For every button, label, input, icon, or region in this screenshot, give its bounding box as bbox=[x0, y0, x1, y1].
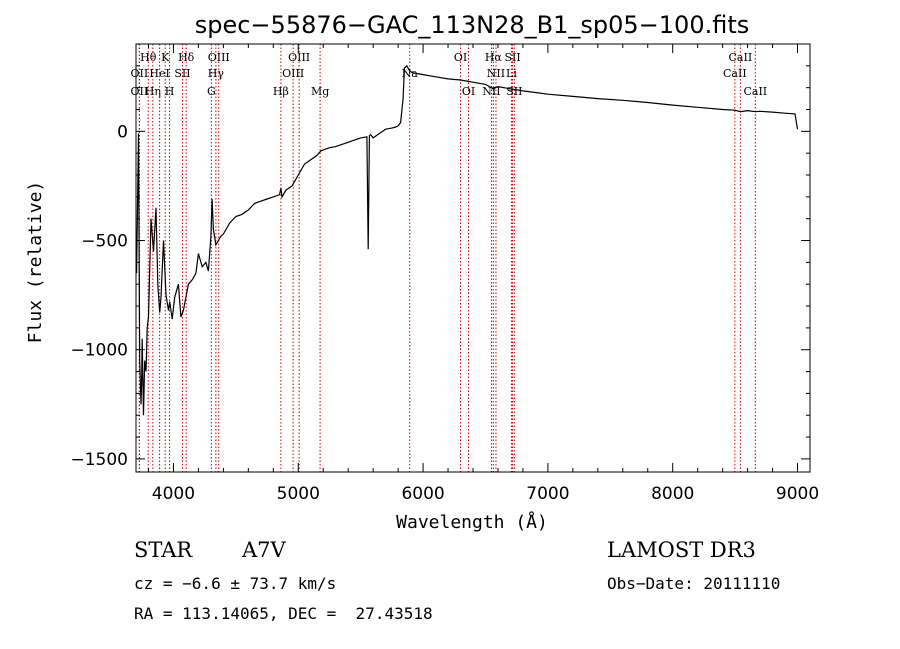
spectral-line-label: SII bbox=[506, 85, 522, 98]
y-tick-label: −500 bbox=[81, 232, 128, 252]
spectral-line-label: Hη bbox=[145, 85, 161, 98]
object-class: STAR bbox=[134, 538, 193, 562]
spectral-line-label: NII bbox=[487, 67, 505, 80]
spectral-line-label: H bbox=[165, 85, 175, 98]
spectral-line-label: Hβ bbox=[273, 85, 289, 98]
x-axis-label: Wavelength (Å) bbox=[396, 511, 548, 533]
observation-date: Obs−Date: 20111110 bbox=[607, 574, 781, 593]
spectral-line-label: OI bbox=[454, 51, 467, 64]
x-tick-label: 7000 bbox=[526, 484, 569, 504]
spectral-line-label: NII bbox=[482, 85, 500, 98]
object-subclass: A7V bbox=[242, 538, 286, 562]
y-axis-label: Flux (relative) bbox=[25, 181, 46, 344]
spectral-line-label: HeI bbox=[149, 67, 169, 80]
x-tick-label: 6000 bbox=[401, 484, 444, 504]
spectral-line-label: Mg bbox=[311, 85, 329, 98]
redshift-velocity: cz = −6.6 ± 73.7 km/s bbox=[134, 574, 337, 593]
spectral-line-label: CaII bbox=[729, 51, 753, 64]
spectral-line-label: Hγ bbox=[208, 67, 225, 80]
y-axis: 0 −500 −1000 −1500 bbox=[70, 65, 810, 470]
spectral-line-label: OI bbox=[462, 85, 475, 98]
chart-title: spec−55876−GAC_113N28_B1_sp05−100.fits bbox=[195, 11, 750, 39]
x-tick-label: 8000 bbox=[651, 484, 694, 504]
spectral-line-label: OII bbox=[131, 67, 149, 80]
spectral-line-label: OIII bbox=[282, 67, 304, 80]
spectral-line-markers bbox=[138, 44, 756, 472]
spectrum-line bbox=[136, 64, 799, 416]
y-tick-label: −1500 bbox=[70, 450, 128, 470]
survey-name: LAMOST DR3 bbox=[607, 538, 756, 562]
spectral-line-label: CaII bbox=[743, 85, 767, 98]
x-tick-label: 4000 bbox=[152, 484, 195, 504]
spectral-line-label: K bbox=[161, 51, 170, 64]
spectral-line-label: SII bbox=[504, 51, 520, 64]
spectral-line-label: SII bbox=[174, 67, 190, 80]
x-axis: 4000 5000 6000 7000 8000 9000 bbox=[147, 44, 819, 504]
spectral-line-label: Hα bbox=[485, 51, 503, 64]
spectral-line-label: OIII bbox=[288, 51, 310, 64]
x-tick-label: 9000 bbox=[776, 484, 819, 504]
spectral-line-label: OII bbox=[131, 85, 149, 98]
spectral-line-label: Li bbox=[506, 67, 517, 80]
spectral-line-label: Hδ bbox=[178, 51, 195, 64]
spectral-line-label: Hθ bbox=[140, 51, 157, 64]
spectral-line-label: Na bbox=[402, 67, 419, 80]
x-tick-label: 5000 bbox=[277, 484, 320, 504]
spectral-line-label: CaII bbox=[723, 67, 747, 80]
spectral-line-label: OIII bbox=[208, 51, 230, 64]
coordinates: RA = 113.14065, DEC = 27.43518 bbox=[134, 604, 433, 623]
spectral-line-label: G bbox=[207, 85, 216, 98]
y-tick-label: −1000 bbox=[70, 341, 128, 361]
y-tick-label: 0 bbox=[117, 122, 128, 142]
